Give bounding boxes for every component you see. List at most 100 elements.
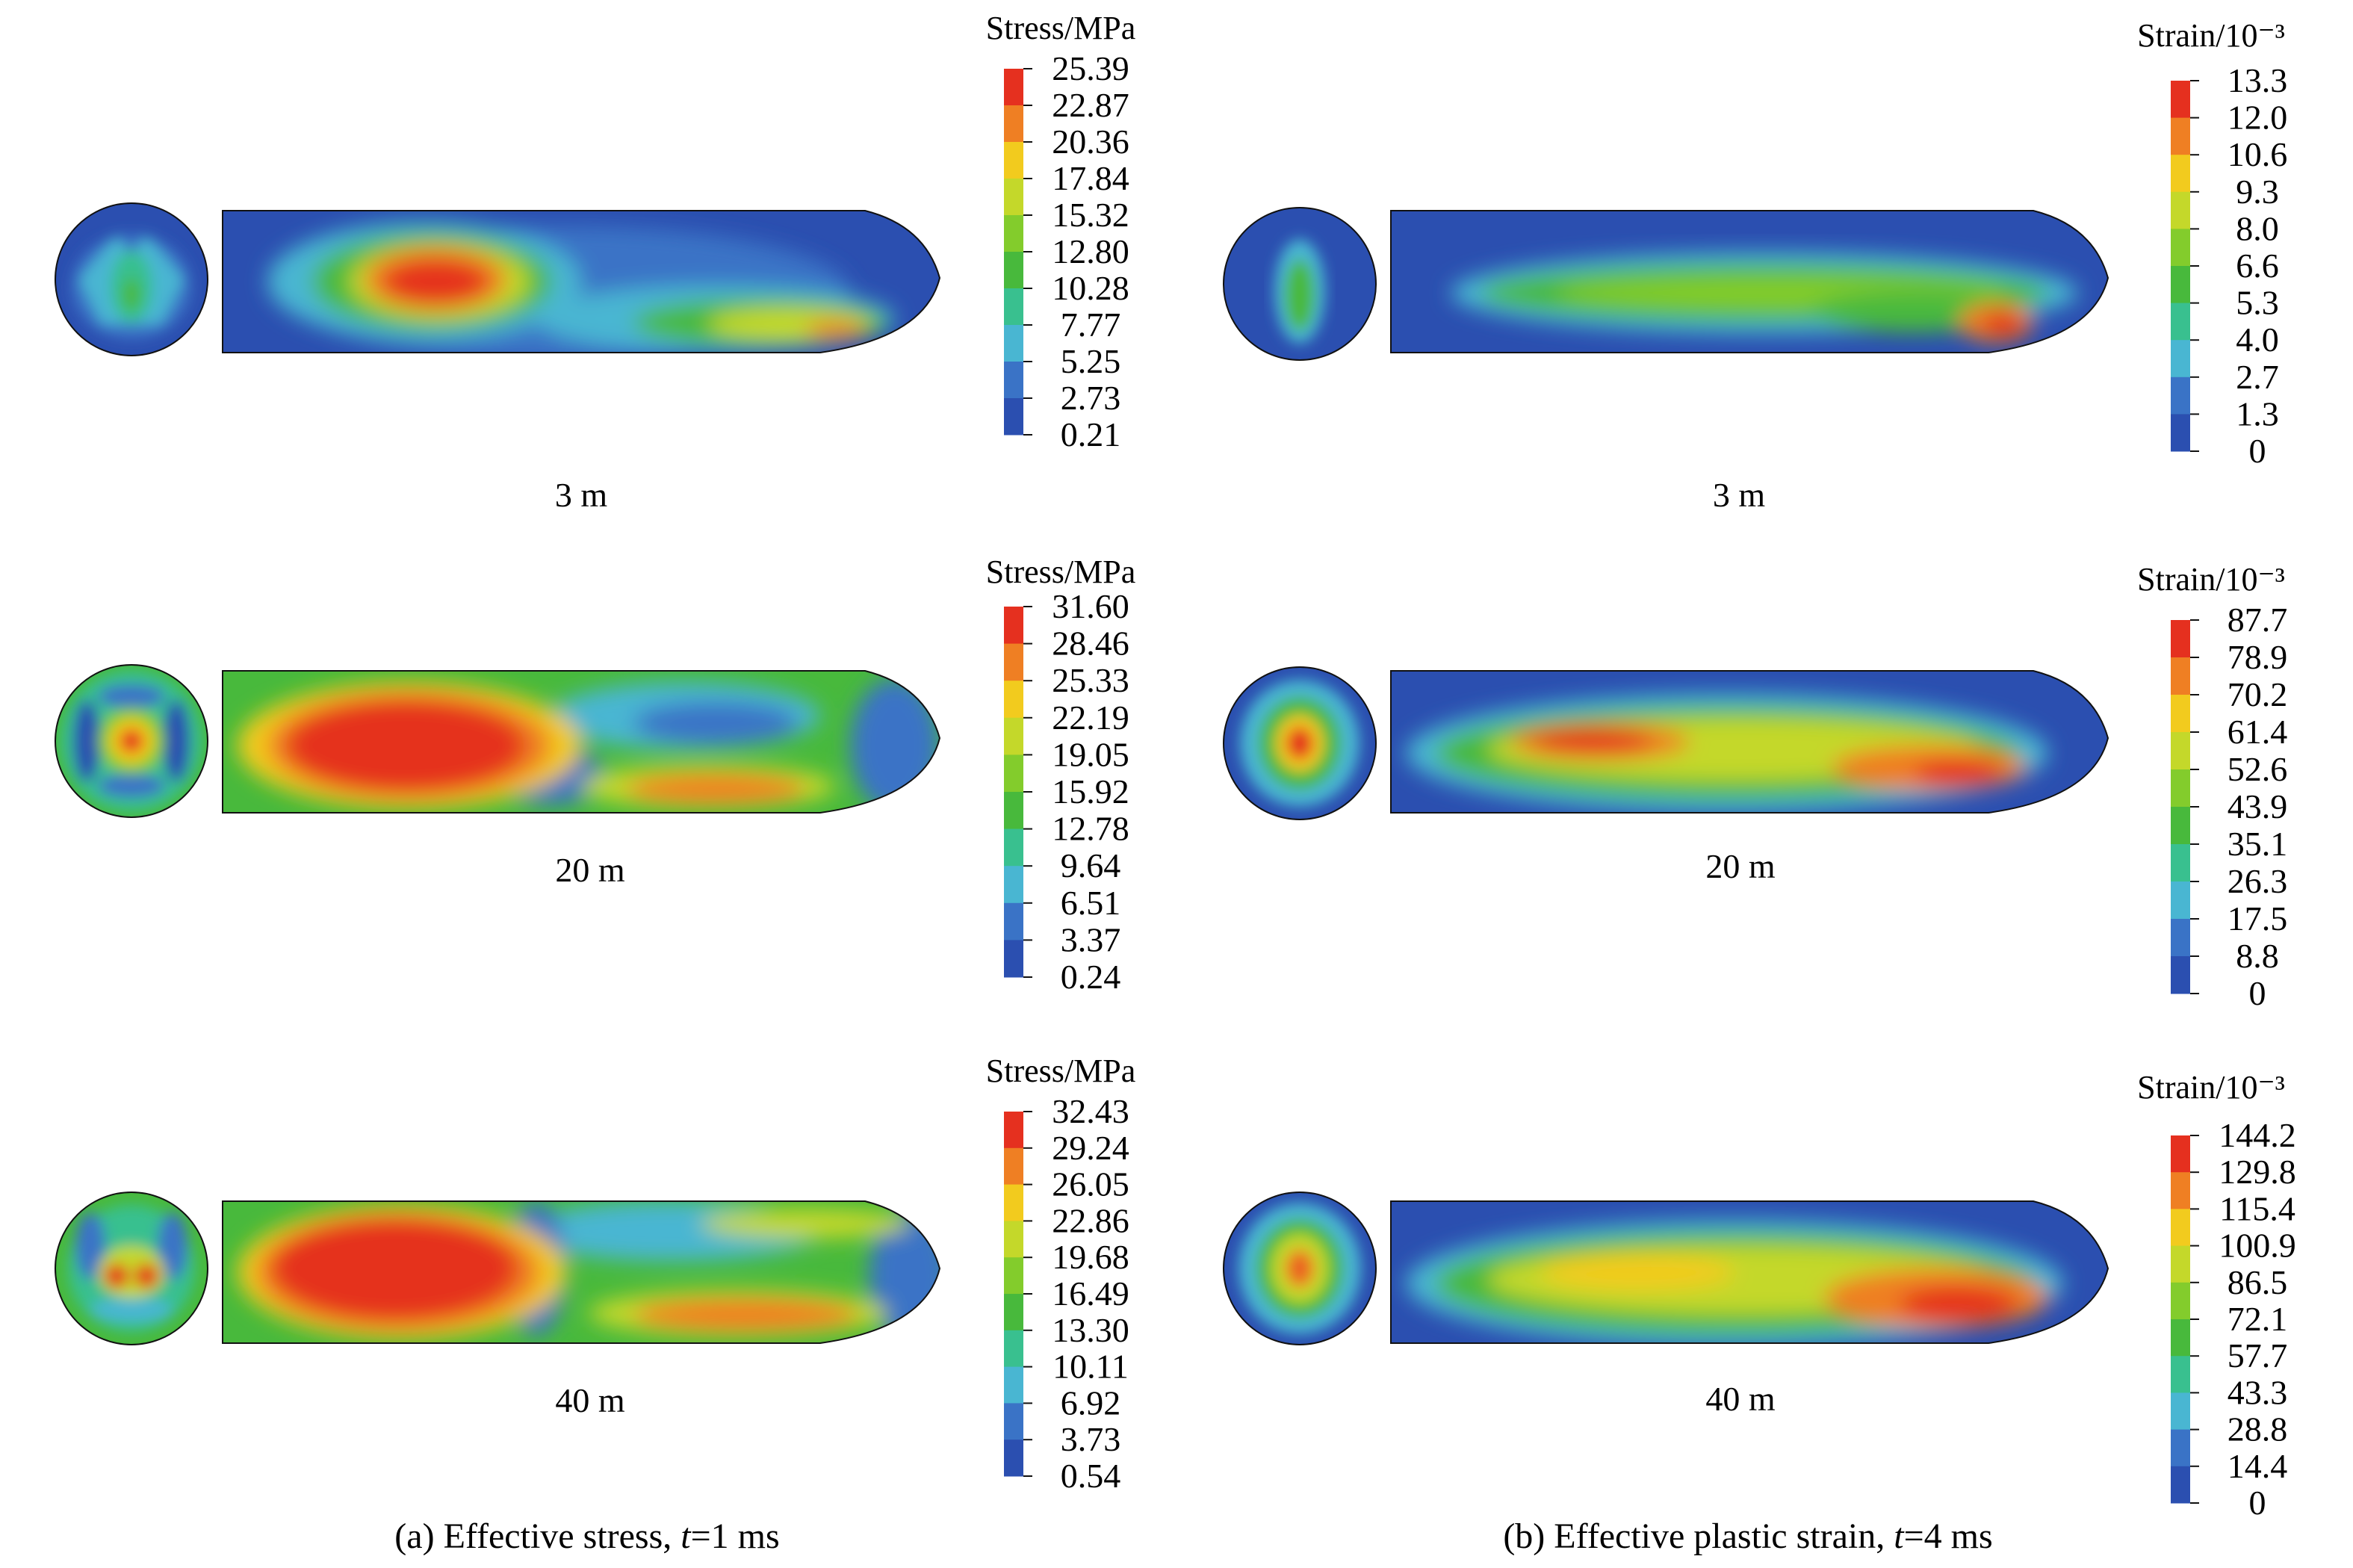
legend-tick-label: 35.1 [2228,825,2288,863]
legend-color-band [1004,69,1023,106]
caption-panel-b: (b) Effective plastic strain, t=4 ms [1503,1516,1992,1556]
legend-tick-label: 86.5 [2228,1263,2288,1301]
legend-title: Strain/10⁻³ [2137,17,2285,54]
legend-color-band [2171,191,2190,229]
legend-tick-label: 28.8 [2228,1410,2288,1448]
legend-tick-label: 14.4 [2228,1447,2288,1485]
legend-title: Stress/MPa [986,10,1135,46]
legend-tick-label: 0.21 [1061,415,1121,453]
legend-tick-label: 17.5 [2228,899,2288,938]
legend-color-band [2171,1466,2190,1504]
legend-color-band [1004,1147,1023,1186]
legend-strain-40m: 144.2129.8115.4100.986.572.157.743.328.8… [2137,1069,2296,1522]
legend-tick-label: 12.78 [1052,810,1129,848]
legend-color-band [2171,657,2190,695]
legend-tick-label: 15.92 [1052,772,1129,811]
legend-color-band [2171,81,2190,119]
legend-tick-label: 26.3 [2228,862,2288,900]
legend-color-band [1004,940,1023,978]
legend-color-band [2171,1209,2190,1247]
legend-color-band [1004,1221,1023,1258]
legend-color-band [1004,717,1023,755]
legend-tick-label: 0 [2249,432,2266,470]
legend-title: Stress/MPa [986,554,1135,590]
legend-tick-label: 10.6 [2228,135,2288,173]
legend-tick-label: 22.86 [1052,1201,1129,1239]
projectile-body-contour [222,1200,940,1344]
legend-color-band [2171,732,2190,770]
legend-stress-3m: 25.3922.8720.3617.8415.3212.8010.287.775… [986,10,1135,453]
legend-color-band [1004,1112,1023,1149]
distance-label: 3 m [1713,476,1766,514]
legend-color-band [1004,1294,1023,1331]
legend-tick-label: 26.05 [1052,1165,1129,1203]
legend-tick-label: 100.9 [2219,1227,2296,1265]
projectile-body-contour [1390,670,2109,814]
legend-color-band [2171,414,2190,452]
legend-tick-label: 19.68 [1052,1238,1129,1276]
legend-tick-label: 8.8 [2236,937,2279,975]
legend-tick-label: 20.36 [1052,123,1129,161]
legend-color-band [2171,620,2190,658]
legend-color-band [1004,288,1023,326]
legend-tick-label: 5.3 [2236,284,2279,322]
legend-tick-label: 3.37 [1061,920,1121,958]
legend-strain-20m: 87.778.970.261.452.643.935.126.317.58.80… [2137,561,2287,1012]
legend-title: Strain/10⁻³ [2137,1069,2285,1106]
legend-stress-40m: 32.4329.2426.0522.8619.6816.4913.3010.11… [986,1053,1135,1495]
legend-tick-label: 16.49 [1052,1274,1129,1313]
legend-color-band [1004,792,1023,830]
legend-color-band [1004,1330,1023,1368]
legend-color-band [2171,1429,2190,1467]
legend-tick-label: 1.3 [2236,394,2279,433]
legend-color-band [2171,1245,2190,1283]
legend-color-band [2171,303,2190,341]
legend-tick-label: 43.9 [2228,787,2288,825]
legend-tick-label: 78.9 [2228,638,2288,676]
legend-tick-label: 144.2 [2219,1116,2296,1154]
legend-color-band [1004,643,1023,681]
legend-tick-label: 6.51 [1061,884,1121,922]
cross-section-disk [1223,207,1377,361]
legend-color-band [2171,117,2190,155]
legend-stress-20m: 31.6028.4625.3322.1919.0515.9212.789.646… [986,554,1135,996]
legend-color-band [1004,179,1023,216]
legend-tick-label: 13.3 [2228,61,2288,99]
legend-color-band [2171,376,2190,415]
legend-tick-label: 10.28 [1052,269,1129,307]
legend-color-band [2171,155,2190,193]
legend-tick-label: 87.7 [2228,601,2288,639]
legend-tick-label: 10.11 [1053,1348,1129,1386]
legend-tick-label: 6.92 [1061,1383,1121,1422]
distance-label: 20 m [1705,847,1776,885]
legend-tick-label: 70.2 [2228,675,2288,713]
legend-tick-label: 25.33 [1052,661,1129,699]
legend-tick-label: 3.73 [1061,1420,1121,1458]
legend-color-band [2171,1172,2190,1209]
cross-section-disk [55,1192,208,1345]
legend-tick-label: 4.0 [2236,320,2279,359]
legend-tick-label: 61.4 [2228,713,2288,751]
legend-color-band [1004,1184,1023,1221]
legend-tick-label: 2.73 [1061,379,1121,417]
legend-color-band [2171,956,2190,994]
legend-color-band [1004,362,1023,399]
legend-tick-label: 129.8 [2219,1153,2296,1191]
cross-section-disk [1223,1192,1377,1345]
legend-tick-label: 25.39 [1052,49,1129,87]
legend-tick-label: 52.6 [2228,750,2288,788]
legend-color-band [1004,866,1023,904]
legend-tick-label: 6.6 [2236,247,2279,285]
cross-section-disk [55,202,208,356]
legend-tick-label: 13.30 [1052,1311,1129,1349]
legend-title: Strain/10⁻³ [2137,561,2285,598]
legend-tick-label: 22.87 [1052,86,1129,124]
projectile-body-contour [222,670,940,814]
legend-color-band [2171,769,2190,808]
legend-tick-label: 115.4 [2219,1189,2295,1227]
legend-tick-label: 32.43 [1052,1092,1129,1130]
legend-color-band [1004,252,1023,289]
legend-tick-label: 8.0 [2236,209,2279,247]
legend-color-band [2171,695,2190,733]
